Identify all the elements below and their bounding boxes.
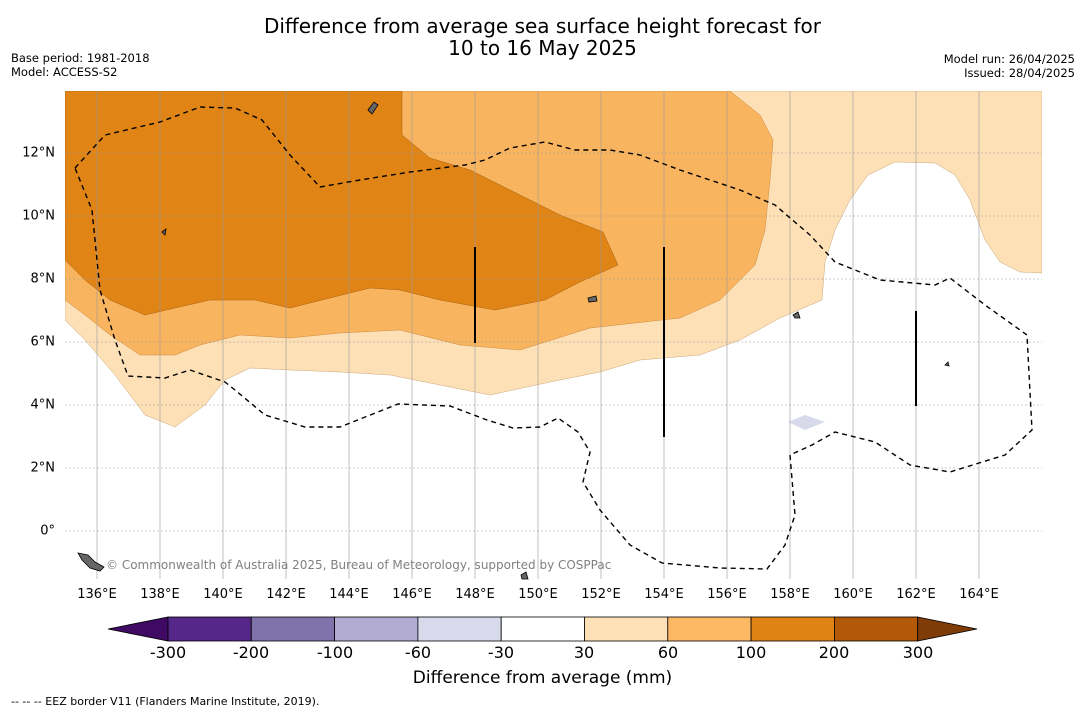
x-tick-label: 148°E <box>455 587 495 602</box>
x-tick-label: 142°E <box>266 587 306 602</box>
x-tick-label: 140°E <box>203 587 243 602</box>
y-tick-label: 8°N <box>30 271 56 287</box>
colorbar-tick-label: 100 <box>735 643 767 662</box>
anomaly-band-negative <box>788 415 825 430</box>
colorbar-tick-label: -300 <box>149 643 187 662</box>
islands <box>77 101 950 580</box>
y-tick-label: 6°N <box>30 334 56 350</box>
x-tick-label: 160°E <box>833 587 873 602</box>
x-tick-label: 146°E <box>392 587 432 602</box>
png-coast <box>77 552 105 572</box>
x-tick-label: 150°E <box>518 587 558 602</box>
colorbar-swatch <box>750 616 835 642</box>
x-tick-label: 158°E <box>770 587 810 602</box>
x-tick-label: 152°E <box>581 587 621 602</box>
issued-text: Issued: 28/04/2025 <box>964 66 1075 80</box>
colorbar-tick-label: -100 <box>316 643 354 662</box>
colorbar-swatch <box>334 616 419 642</box>
model-run-text: Model run: 26/04/2025 <box>943 52 1075 66</box>
eez-border <box>74 106 1033 570</box>
colorbar-swatch <box>834 616 919 642</box>
anomaly-field <box>65 91 1042 579</box>
colorbar-high-extend <box>917 616 978 642</box>
model-text: Model: ACCESS-S2 <box>11 65 118 79</box>
x-tick-label: 144°E <box>329 587 369 602</box>
x-tick-label: 164°E <box>959 587 999 602</box>
marker-lines <box>474 247 917 437</box>
colorbar-label: Difference from average (mm) <box>412 668 673 688</box>
x-tick-label: 154°E <box>644 587 684 602</box>
y-tick-label: 0° <box>40 523 55 539</box>
colorbar-swatch <box>584 616 669 642</box>
colorbar <box>107 616 978 642</box>
colorbar-low-extend <box>107 616 169 642</box>
colorbar-swatch <box>417 616 502 642</box>
y-tick-label: 2°N <box>30 460 56 476</box>
y-tick-label: 4°N <box>30 397 56 413</box>
y-tick-label: 12°N <box>22 145 55 161</box>
map-title-line1: Difference from average sea surface heig… <box>263 14 822 38</box>
x-tick-label: 136°E <box>77 587 117 602</box>
map-title-line2: 10 to 16 May 2025 <box>448 36 637 60</box>
colorbar-tick-label: 30 <box>573 643 595 662</box>
x-tick-label: 138°E <box>140 587 180 602</box>
anomaly-band-100-200 <box>65 91 619 316</box>
colorbar-tick-label: 200 <box>818 643 850 662</box>
guam-island <box>367 101 379 115</box>
left-metadata: Base period: 1981-2018 Model: ACCESS-S2 <box>11 51 150 79</box>
colorbar-swatch <box>667 616 752 642</box>
right-metadata: Model run: 26/04/2025 Issued: 28/04/2025 <box>944 52 1075 80</box>
colorbar-tick-label: 300 <box>902 643 934 662</box>
map-title: Difference from average sea surface heig… <box>0 15 1085 59</box>
base-period-text: Base period: 1981-2018 <box>11 51 150 65</box>
colorbar-tick-label: -30 <box>487 643 515 662</box>
colorbar-tick-label: -200 <box>232 643 270 662</box>
copyright-text: © Commonwealth of Australia 2025, Bureau… <box>106 558 612 572</box>
y-tick-label: 10°N <box>22 208 55 224</box>
colorbar-tick-label: -60 <box>404 643 432 662</box>
colorbar-swatch <box>167 616 252 642</box>
x-tick-label: 162°E <box>896 587 936 602</box>
colorbar-swatch <box>500 616 585 642</box>
x-tick-label: 156°E <box>707 587 747 602</box>
eez-footnote: -- -- -- EEZ border V11 (Flanders Marine… <box>11 695 320 708</box>
colorbar-swatch <box>250 616 336 642</box>
colorbar-tick-label: 60 <box>657 643 679 662</box>
